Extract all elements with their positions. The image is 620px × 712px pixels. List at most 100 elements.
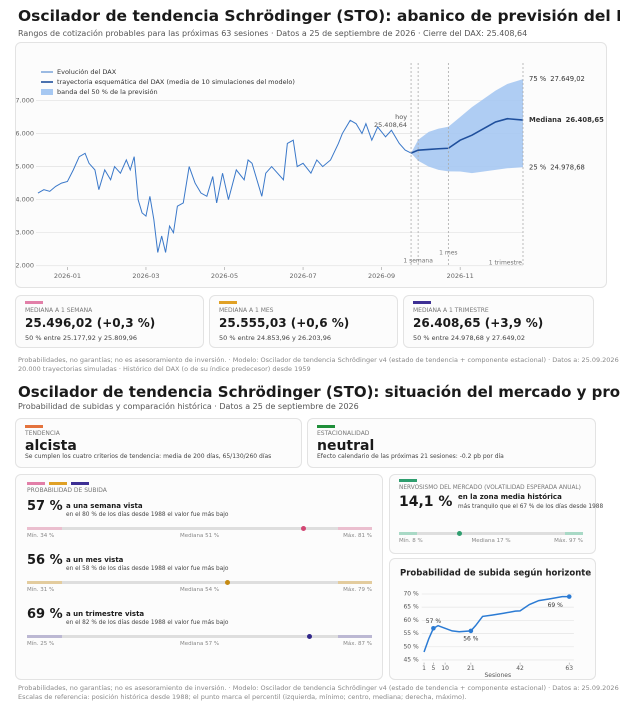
y-tick-label: 65 %: [403, 604, 419, 611]
slider-high-band: [564, 532, 583, 535]
volatility-value: 14,1 %: [399, 494, 453, 510]
slider-max: Máx. 79 %: [343, 587, 372, 593]
legend-swatch: [41, 89, 53, 95]
y-tick-label: 55 %: [403, 630, 419, 637]
color-bar: [49, 482, 67, 485]
x-tick-label: 2026-01: [54, 272, 81, 280]
marker-value: 25.408,64: [374, 121, 407, 129]
card-label: NERVOSISMO DEL MERCADO (VOLATILIDAD ESPE…: [399, 485, 581, 491]
footnote: Escalas de referencia: posición históric…: [18, 693, 467, 701]
color-bar: [71, 482, 89, 485]
end-label-value: 27.649,02: [550, 75, 585, 83]
end-label-name: 25 %: [529, 163, 547, 171]
status-card: ESTACIONALIDAD neutral Efecto calendario d…: [307, 418, 596, 468]
card-note: Efecto calendario de las próximas 21 ses…: [317, 453, 504, 460]
card-value: alcista: [25, 438, 77, 454]
legend-label: banda del 50 % de la previsión: [57, 88, 158, 96]
point: [468, 628, 474, 634]
slider-max: Máx. 97 %: [554, 538, 583, 544]
x-tick-label: 2026-05: [211, 272, 238, 280]
footnote: Probabilidades, no garantías; no es ases…: [18, 684, 619, 692]
probability-chart-panel: Probabilidad de subida según horizonte 45…: [389, 558, 596, 680]
percentile-marker: [224, 580, 230, 585]
slider-max: Máx. 87 %: [343, 641, 372, 647]
slider-track: [27, 527, 372, 530]
legend-label: trayectoria esquemática del DAX (media d…: [57, 78, 295, 86]
slider-high-band: [337, 635, 372, 638]
y-tick-label: 26.000: [16, 130, 34, 138]
x-tick-label: 2026-09: [368, 272, 395, 280]
color-bar: [25, 301, 43, 304]
slider-min: Mín. 31 %: [27, 587, 55, 593]
subtitle: Rangos de cotización probables para las …: [18, 29, 528, 38]
forecast-card: MEDIANA A 1 SEMANA 25.496,02 (+0,3 %) 50 %…: [15, 295, 204, 348]
legend-label: Evolución del DAX: [57, 68, 117, 76]
value-label: 56 %: [463, 635, 479, 642]
forecast-card: MEDIANA A 1 TRIMESTRE 26.408,65 (+3,9 %) 5…: [403, 295, 594, 348]
slider-track: [399, 532, 583, 535]
y-tick-label: 60 %: [403, 617, 419, 624]
title: Oscilador de tendencia Schrödinger (STO)…: [18, 383, 620, 401]
probability-value: 69 %: [27, 607, 63, 622]
history-note: en el 80 % de los días desde 1988 el val…: [66, 512, 229, 518]
y-tick-label: 27.000: [16, 97, 34, 105]
y-tick-label: 70 %: [403, 590, 419, 597]
card-note: Se cumplen los cuatro criterios de tende…: [25, 453, 272, 460]
subtitle: Probabilidad de subidas y comparación hi…: [18, 402, 359, 411]
card-label: MEDIANA A 1 MES: [219, 307, 274, 314]
percentile-marker: [307, 634, 313, 639]
y-tick-label: 25.000: [16, 163, 34, 171]
point: [431, 625, 436, 631]
percentile-marker: [300, 526, 306, 531]
probability-panel: PROBABILIDAD DE SUBIDA 57 % a una semana v…: [15, 474, 383, 680]
slider-min: Mín. 8 %: [399, 538, 423, 544]
card-value: 26.408,65 (+3,9 %): [413, 316, 544, 330]
y-tick-label: 22.000: [16, 262, 34, 270]
color-bar: [27, 482, 45, 485]
x-tick-label: 2026-07: [289, 272, 316, 280]
slider-max: Máx. 81 %: [343, 533, 372, 539]
x-tick-label: 63: [565, 665, 573, 672]
card-label: MEDIANA A 1 SEMANA: [25, 307, 93, 314]
card-label: TENDENCIA: [25, 430, 60, 437]
card-range: 50 % entre 24.853,96 y 26.203,96: [219, 334, 331, 342]
slider-low-band: [27, 527, 62, 530]
x-axis-label: Sesiones: [485, 672, 512, 679]
probability-chart: Probabilidad de subida según horizonte 45…: [400, 569, 591, 680]
card-value: 25.555,03 (+0,6 %): [219, 316, 350, 330]
forecast-band: [411, 79, 523, 174]
y-tick-label: 50 %: [403, 643, 419, 650]
history-note: en el 82 % de los días desde 1988 el val…: [66, 620, 229, 626]
color-bar: [399, 479, 417, 482]
horizon: a un trimestre vista: [66, 610, 145, 618]
title: Oscilador de tendencia Schrödinger (STO)…: [18, 7, 620, 25]
value-label: 69 %: [548, 602, 564, 609]
horizon: a un mes vista: [66, 556, 124, 564]
x-tick-label: 2026-11: [447, 272, 474, 280]
fan-panel: 22.000 23.000 24.000 25.000 26.000 27.000 2026…: [15, 42, 607, 288]
chart-title: Probabilidad de subida según horizonte: [400, 569, 591, 579]
series-line: [37, 119, 412, 253]
status-card: TENDENCIA alcista Se cumplen los cuatro cr…: [15, 418, 302, 468]
footnote: Probabilidades, no garantías; no es ases…: [18, 356, 619, 364]
end-label-name: 75 %: [529, 75, 547, 83]
point: [566, 594, 572, 599]
marker-label: 1 semana: [403, 258, 433, 265]
value-label: 57 %: [426, 618, 442, 625]
slider-high-band: [337, 527, 372, 530]
slider-low-band: [27, 635, 62, 638]
history-note: en el 58 % de los días desde 1988 el val…: [66, 566, 229, 572]
history-note: más tranquilo que el 67 % de los días de…: [458, 504, 604, 510]
x-tick-label: 2026-03: [132, 272, 159, 280]
slider-track: [27, 635, 372, 638]
color-bar: [25, 425, 43, 428]
card-range: 50 % entre 24.978,68 y 27.649,02: [413, 334, 525, 342]
probability-value: 57 %: [27, 499, 63, 514]
card-label: ESTACIONALIDAD: [317, 430, 370, 437]
fan-chart: 22.000 23.000 24.000 25.000 26.000 27.000 2026…: [16, 63, 604, 280]
y-tick-label: 45 %: [403, 656, 419, 663]
forecast-card: MEDIANA A 1 MES 25.555,03 (+0,6 %) 50 % en…: [209, 295, 398, 348]
horizon: a una semana vista: [66, 502, 143, 510]
slider-median: Mediana 17 %: [471, 538, 511, 544]
